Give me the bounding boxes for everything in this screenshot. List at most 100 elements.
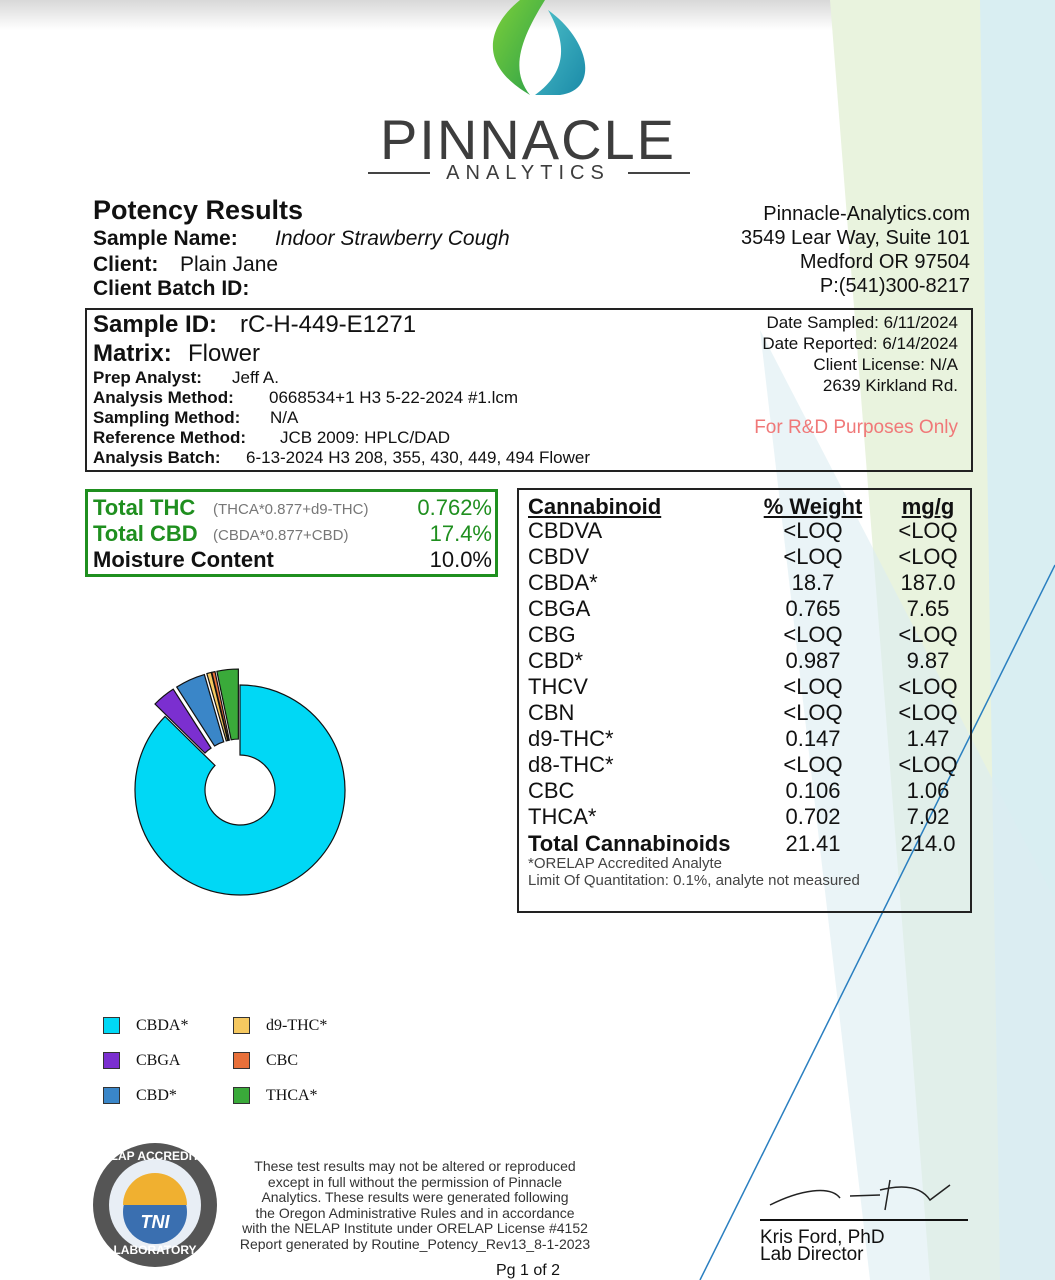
page-number: Pg 1 of 2 (495, 1262, 561, 1279)
legend-label: THCA* (266, 1087, 318, 1104)
field-value: rC-H-449-E1271 (240, 311, 417, 338)
disclaimer-line: These test results may not be altered or… (254, 1158, 576, 1174)
legend-swatch (103, 1087, 120, 1104)
summary-formula: (THCA*0.877+d9-THC) (213, 501, 369, 518)
table-cell: <LOQ (898, 544, 958, 569)
legend-swatch (233, 1087, 250, 1104)
sample-info: Date Reported: 6/14/2024 (762, 334, 958, 353)
table-cell: 0.147 (785, 726, 841, 751)
field-label: Analysis Method: (93, 388, 234, 407)
table-total: 21.41 (785, 831, 841, 856)
field-label: Analysis Batch: (93, 448, 221, 467)
summary-value: 10.0% (429, 547, 492, 572)
table-cell: 7.02 (906, 804, 950, 829)
sample-info: 2639 Kirkland Rd. (822, 376, 958, 395)
legend-label: CBDA* (136, 1017, 189, 1034)
table-cell: <LOQ (898, 622, 958, 647)
company-line: Pinnacle-Analytics.com (763, 203, 970, 225)
company-line: P:(541)300-8217 (819, 275, 970, 297)
sample-info: Date Sampled: 6/11/2024 (766, 313, 958, 332)
signer-name: Kris Ford, PhD (760, 1227, 885, 1248)
table-cell: <LOQ (783, 700, 843, 725)
table-cell: <LOQ (783, 518, 843, 543)
donut-slice (216, 668, 239, 741)
title: Potency Results (93, 195, 304, 225)
disclaimer-line: the Oregon Administrative Rules and in a… (255, 1204, 575, 1221)
donut-chart (134, 668, 346, 896)
disclaimer-line: Analytics. These results were generated … (261, 1189, 569, 1206)
table-cell: CBDA* (528, 570, 598, 595)
table-cell: CBN (528, 700, 575, 725)
field-value: Plain Jane (180, 253, 279, 276)
table-cell: CBC (528, 778, 575, 803)
donut-slice (134, 684, 346, 896)
table-cell: CBDV (528, 544, 590, 569)
table-cell: 0.702 (785, 804, 841, 829)
field-label: Client: (93, 253, 159, 276)
table-cell: <LOQ (783, 674, 843, 699)
field-label: Reference Method: (93, 428, 247, 447)
table-total: Total Cannabinoids (528, 831, 731, 856)
table-cell: 1.47 (906, 726, 950, 751)
logo-subtitle: ANALYTICS (446, 162, 610, 184)
table-cell: 9.87 (906, 648, 950, 673)
field-label: Sampling Method: (93, 408, 241, 427)
field-label: Sample ID: (93, 311, 218, 338)
summary-label: Moisture Content (93, 547, 274, 572)
table-cell: d8-THC* (528, 752, 614, 777)
table-cell: <LOQ (898, 752, 958, 777)
rd-note: For R&D Purposes Only (754, 417, 958, 438)
field-value: 6-13-2024 H3 208, 355, 430, 449, 494 Flo… (246, 448, 591, 467)
table-header: mg/g (901, 494, 955, 519)
field-value: Flower (188, 340, 261, 367)
table-cell: d9-THC* (528, 726, 614, 751)
table-cell: 1.06 (906, 778, 950, 803)
field-value: Jeff A. (232, 368, 279, 387)
field-label: Matrix: (93, 340, 172, 367)
signer-title: Lab Director (760, 1244, 864, 1265)
badge-text: NELAP ACCREDITED (93, 1149, 217, 1163)
table-cell: <LOQ (783, 622, 843, 647)
table-cell: <LOQ (898, 700, 958, 725)
badge-text: TNI (140, 1212, 170, 1232)
sample-box (85, 308, 973, 472)
summary-value: 0.762% (417, 495, 492, 520)
legend-swatch (103, 1052, 120, 1069)
summary-box (85, 489, 498, 577)
footnote: *ORELAP Accredited Analyte (528, 855, 723, 872)
table-cell: CBG (528, 622, 576, 647)
table-cell: CBD* (528, 648, 584, 673)
footnote: Limit Of Quantitation: 0.1%, analyte not… (528, 872, 860, 889)
legend-swatch (233, 1052, 250, 1069)
summary-value: 17.4% (429, 521, 492, 546)
company-line: 3549 Lear Way, Suite 101 (740, 227, 970, 249)
table-cell: CBGA (528, 596, 591, 621)
results-table (517, 488, 972, 913)
disclaimer-line: except in full without the permission of… (267, 1173, 563, 1190)
table-cell: CBDVA (528, 518, 603, 543)
disclaimer-line: with the NELAP Institute under ORELAP Li… (242, 1220, 588, 1237)
legend-label: CBC (266, 1052, 299, 1069)
table-cell: 0.987 (785, 648, 841, 673)
summary-label: Total THC (93, 495, 196, 520)
field-value: Indoor Strawberry Cough (275, 227, 510, 250)
table-cell: <LOQ (898, 518, 958, 543)
donut-slice (154, 688, 212, 754)
field-value: N/A (270, 408, 299, 427)
field-label: Sample Name: (93, 227, 238, 250)
logo-name: PINNACLE (379, 108, 677, 171)
legend-swatch (103, 1017, 120, 1034)
badge-text: LABORATORY (113, 1243, 197, 1257)
table-cell: 18.7 (791, 570, 835, 595)
field-value: JCB 2009: HPLC/DAD (280, 428, 451, 447)
table-header: Cannabinoid (528, 494, 662, 519)
field-value: 0668534+1 H3 5-22-2024 #1.lcm (269, 388, 519, 407)
table-cell: THCV (528, 674, 588, 699)
table-cell: <LOQ (783, 752, 843, 777)
table-cell: 0.765 (785, 596, 841, 621)
field-label: Client Batch ID: (93, 277, 250, 300)
table-cell: 0.106 (785, 778, 841, 803)
table-cell: <LOQ (898, 674, 958, 699)
field-label: Prep Analyst: (93, 368, 202, 387)
